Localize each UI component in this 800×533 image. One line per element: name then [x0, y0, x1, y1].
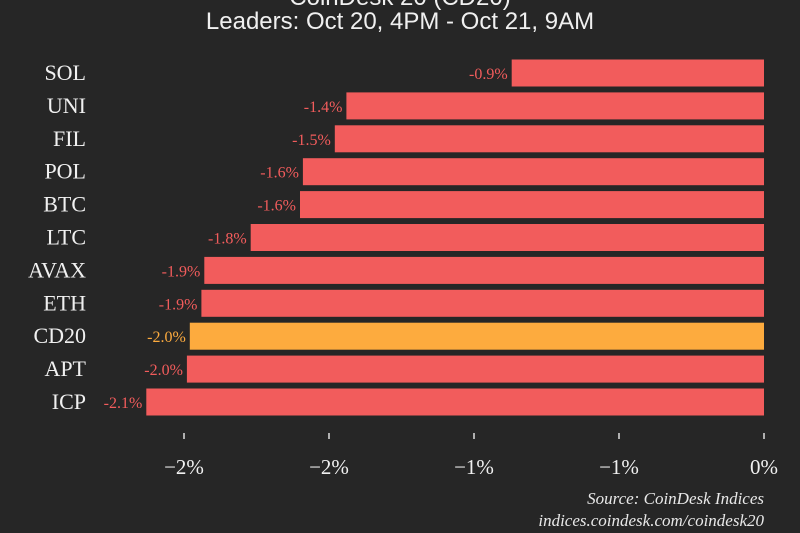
category-label: AVAX	[28, 257, 86, 282]
chart-subtitle: Leaders: Oct 20, 4PM - Oct 21, 9AM	[205, 8, 595, 35]
bar-fil	[334, 125, 764, 153]
data-label: -1.6%	[260, 165, 299, 182]
data-label: -1.6%	[257, 198, 296, 215]
category-label: UNI	[47, 93, 86, 118]
chart-title: CoinDesk 20 (CD20)	[0, 0, 800, 12]
bar-cd20	[189, 322, 765, 350]
category-label: ICP	[52, 389, 86, 414]
category-label: POL	[44, 159, 86, 184]
bar-icp	[146, 388, 765, 416]
category-label: LTC	[46, 225, 86, 250]
source-url[interactable]: indices.coindesk.com/coindesk20	[538, 511, 764, 530]
x-tick-label: −2%	[309, 455, 349, 479]
bar-ltc	[250, 224, 764, 251]
data-label: -1.8%	[208, 231, 247, 248]
bar-sol	[511, 59, 764, 87]
category-label: SOL	[44, 60, 86, 85]
x-tick-label: −2%	[164, 455, 204, 479]
bar-avax	[204, 256, 765, 284]
data-label: -1.4%	[304, 99, 343, 116]
category-label: BTC	[43, 192, 86, 217]
bar-apt	[186, 355, 764, 383]
category-label: CD20	[33, 323, 86, 348]
data-label: -0.9%	[469, 66, 508, 83]
data-label: -2.0%	[144, 362, 183, 379]
x-tick-label: −1%	[599, 455, 639, 479]
category-label: APT	[44, 356, 86, 381]
data-label: -1.9%	[162, 263, 201, 280]
category-label: FIL	[53, 126, 86, 151]
source-note: Source: CoinDesk Indices	[587, 489, 764, 508]
bar-pol	[302, 158, 764, 186]
bar-btc	[300, 191, 764, 219]
x-tick-label: −1%	[454, 455, 494, 479]
bar-uni	[346, 92, 764, 120]
data-label: -2.0%	[147, 329, 186, 346]
data-label: -2.1%	[104, 395, 143, 412]
data-label: -1.5%	[292, 132, 331, 149]
data-label: -1.9%	[159, 296, 198, 313]
category-label: ETH	[43, 290, 86, 315]
bar-eth	[201, 289, 764, 317]
x-tick-label: 0%	[750, 455, 778, 479]
